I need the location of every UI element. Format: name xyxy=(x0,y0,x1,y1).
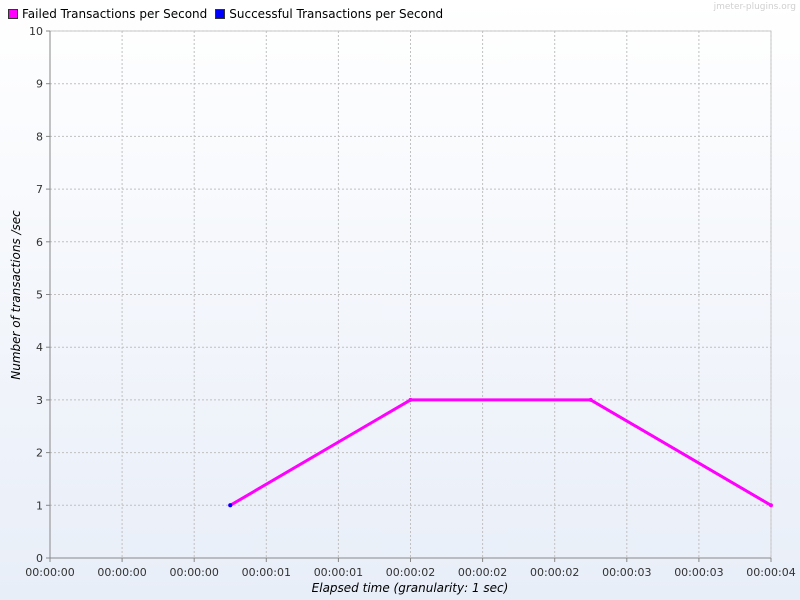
chart-legend: Failed Transactions per Second Successfu… xyxy=(8,7,451,21)
y-axis-label: Number of transactions /sec xyxy=(9,210,23,380)
data-point-successful-transactions-per-second xyxy=(228,503,233,508)
y-tick-label: 5 xyxy=(36,289,43,302)
x-axis-label: Elapsed time (granularity: 1 sec) xyxy=(312,581,509,595)
x-tick-label: 00:00:01 xyxy=(314,566,363,579)
x-tick-label: 00:00:01 xyxy=(242,566,291,579)
legend-label-successful: Successful Transactions per Second xyxy=(229,7,444,21)
legend-label-failed: Failed Transactions per Second xyxy=(22,7,208,21)
x-tick-label: 00:00:04 xyxy=(746,566,795,579)
y-tick-label: 4 xyxy=(36,341,43,354)
x-tick-label: 00:00:02 xyxy=(530,566,579,579)
data-point-failed-transactions-per-second xyxy=(769,503,773,508)
y-tick-label: 6 xyxy=(36,236,43,249)
x-tick-label: 00:00:00 xyxy=(25,566,74,579)
data-point-failed-transactions-per-second xyxy=(408,397,413,402)
x-tick-label: 00:00:02 xyxy=(458,566,507,579)
x-tick-label: 00:00:03 xyxy=(674,566,723,579)
y-tick-label: 2 xyxy=(36,447,43,460)
legend-swatch-failed xyxy=(8,9,18,19)
y-tick-label: 10 xyxy=(29,25,43,38)
series-layer xyxy=(228,397,773,508)
legend-swatch-successful xyxy=(215,9,226,19)
axis-layer: 0 1 2 3 4 5 6 7 8 9 10 00:00:00 00:00:00 00:00:00 00:0… xyxy=(25,25,795,579)
y-tick-label: 1 xyxy=(36,499,43,512)
y-tick-label: 0 xyxy=(36,552,43,565)
watermark-text: jmeter-plugins.org xyxy=(713,2,796,12)
y-tick-label: 7 xyxy=(36,183,43,196)
x-tick-label: 00:00:02 xyxy=(386,566,435,579)
y-tick-label: 9 xyxy=(36,78,43,91)
y-tick-label: 8 xyxy=(36,130,43,143)
x-tick-label: 00:00:00 xyxy=(169,566,218,579)
legend-item-failed: Failed Transactions per Second xyxy=(8,7,207,21)
y-tick-label: 3 xyxy=(36,394,43,407)
legend-item-successful: Successful Transactions per Second xyxy=(215,7,443,21)
x-tick-label: 00:00:03 xyxy=(602,566,651,579)
series-line-failed-transactions-per-second xyxy=(229,398,772,507)
x-tick-label: 00:00:00 xyxy=(97,566,146,579)
data-point-failed-transactions-per-second xyxy=(588,397,593,402)
